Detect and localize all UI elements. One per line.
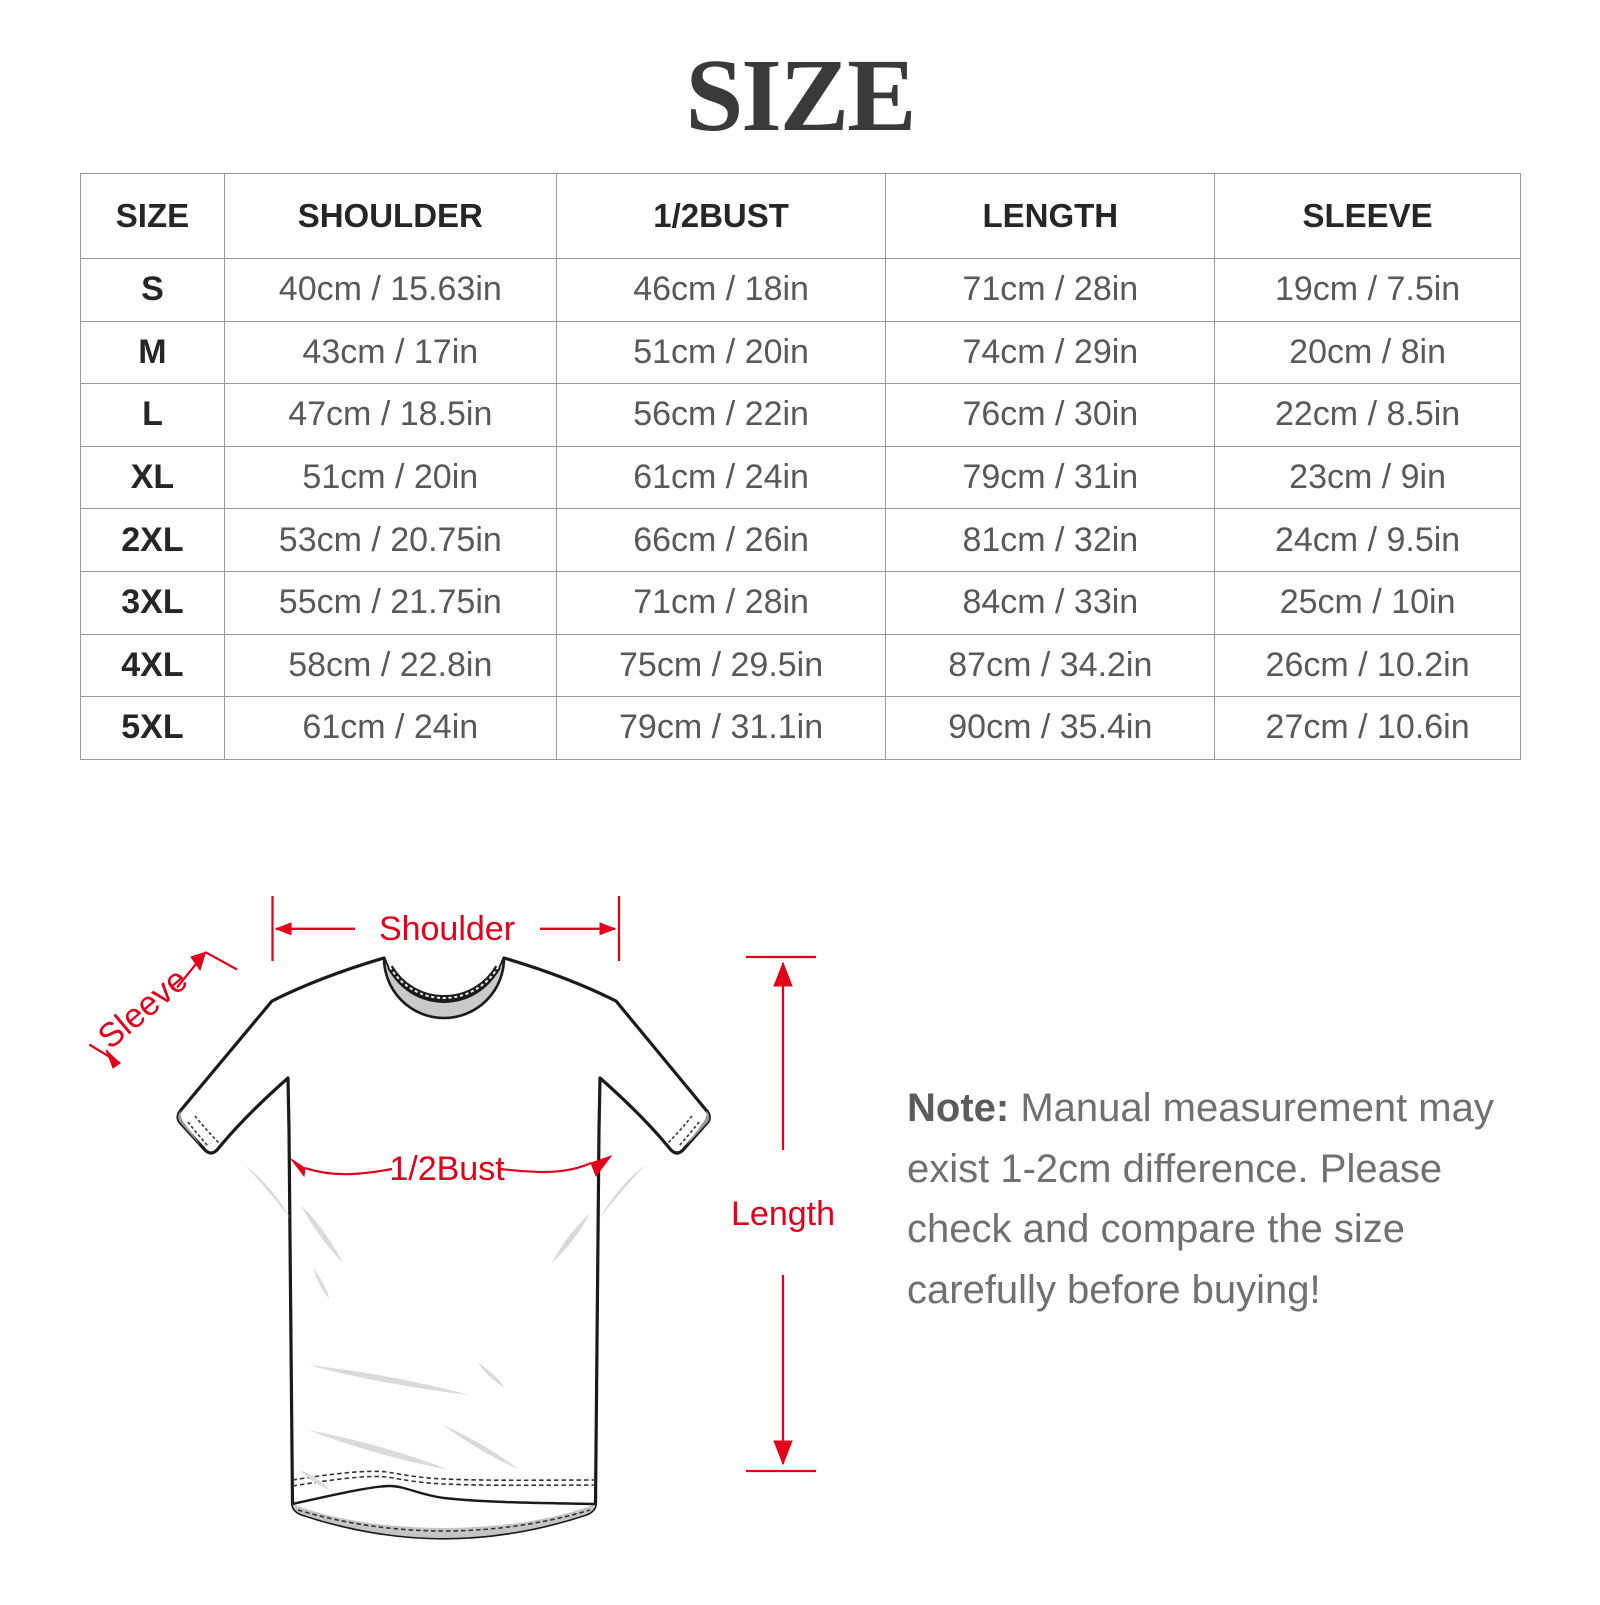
svg-text:Shoulder: Shoulder	[379, 910, 515, 948]
svg-text:Sleeve: Sleeve	[91, 961, 195, 1057]
svg-text:Length: Length	[731, 1195, 835, 1233]
svg-text:1/2Bust: 1/2Bust	[389, 1150, 505, 1188]
